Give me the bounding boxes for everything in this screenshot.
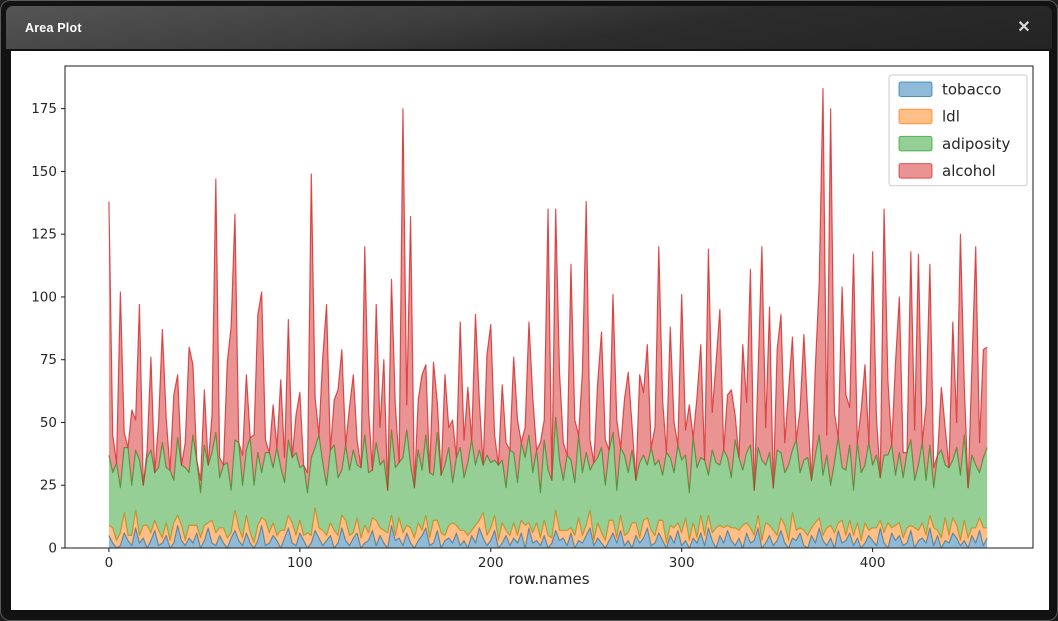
legend-label-ldl: ldl: [942, 108, 960, 126]
x-tick-label: 300: [669, 555, 695, 571]
chart-legend: tobacco ldl adiposity alcohol: [888, 74, 1028, 187]
area-adiposity: [108, 417, 988, 543]
legend-box: [888, 74, 1028, 187]
line-alcohol: [108, 87, 988, 491]
legend-swatch-adiposity: [898, 135, 933, 152]
legend-swatch-alcohol: [898, 163, 933, 179]
area-chart: 0 100 200 300 400 0 25 50 75 100 125 150 175 row.nam…: [31, 65, 1034, 588]
y-tick-label: 0: [48, 541, 57, 557]
y-tick-label: 25: [40, 478, 57, 494]
y-tick-label: 175: [31, 101, 57, 117]
legend-label-alcohol: alcohol: [942, 162, 996, 180]
y-tick-label: 50: [40, 415, 57, 431]
y-tick-label: 75: [40, 352, 57, 368]
area-alcohol: [108, 88, 988, 493]
y-tick-label: 100: [31, 289, 57, 305]
x-tick-label: 400: [860, 555, 886, 571]
plot-content-area: 0 100 200 300 400 0 25 50 75 100 125 150 175 row.nam…: [11, 51, 1049, 610]
x-axis-label: row.names: [508, 570, 589, 588]
area-ldl: [108, 507, 988, 548]
y-tick-label: 125: [31, 227, 57, 243]
legend-swatch-tobacco: [898, 81, 933, 97]
legend-label-tobacco: tobacco: [942, 81, 1001, 99]
x-tick-label: 200: [478, 555, 504, 571]
area-tobacco: [108, 525, 988, 548]
window-titlebar[interactable]: Area Plot ✕: [6, 6, 1052, 49]
legend-swatch-ldl: [898, 108, 933, 125]
plot-border: [64, 65, 1034, 549]
chart-axes: 0 100 200 300 400 0 25 50 75 100 125 150 175: [31, 101, 885, 571]
window-title: Area Plot: [25, 20, 82, 35]
legend-label-adiposity: adiposity: [942, 135, 1010, 153]
x-tick-label: 100: [287, 555, 313, 571]
close-icon[interactable]: ✕: [1017, 18, 1031, 36]
chart-areas: [108, 87, 988, 549]
x-tick-label: 0: [105, 555, 114, 571]
y-tick-label: 150: [31, 164, 57, 180]
